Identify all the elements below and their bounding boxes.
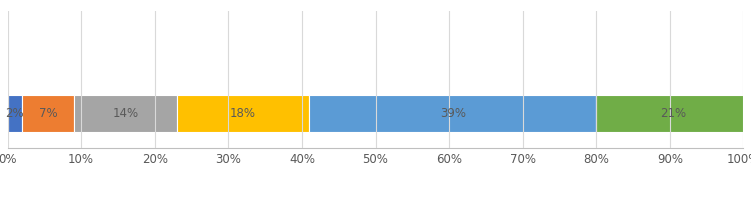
Bar	[309, 95, 596, 132]
Bar	[8, 95, 23, 132]
Bar	[74, 95, 176, 132]
Text: 18%: 18%	[230, 107, 256, 120]
Text: 7%: 7%	[38, 107, 57, 120]
Text: 14%: 14%	[112, 107, 138, 120]
Bar	[23, 95, 74, 132]
Bar	[176, 95, 309, 132]
Bar	[596, 95, 751, 132]
Text: 2%: 2%	[5, 107, 24, 120]
Text: 21%: 21%	[661, 107, 686, 120]
Text: 39%: 39%	[440, 107, 466, 120]
